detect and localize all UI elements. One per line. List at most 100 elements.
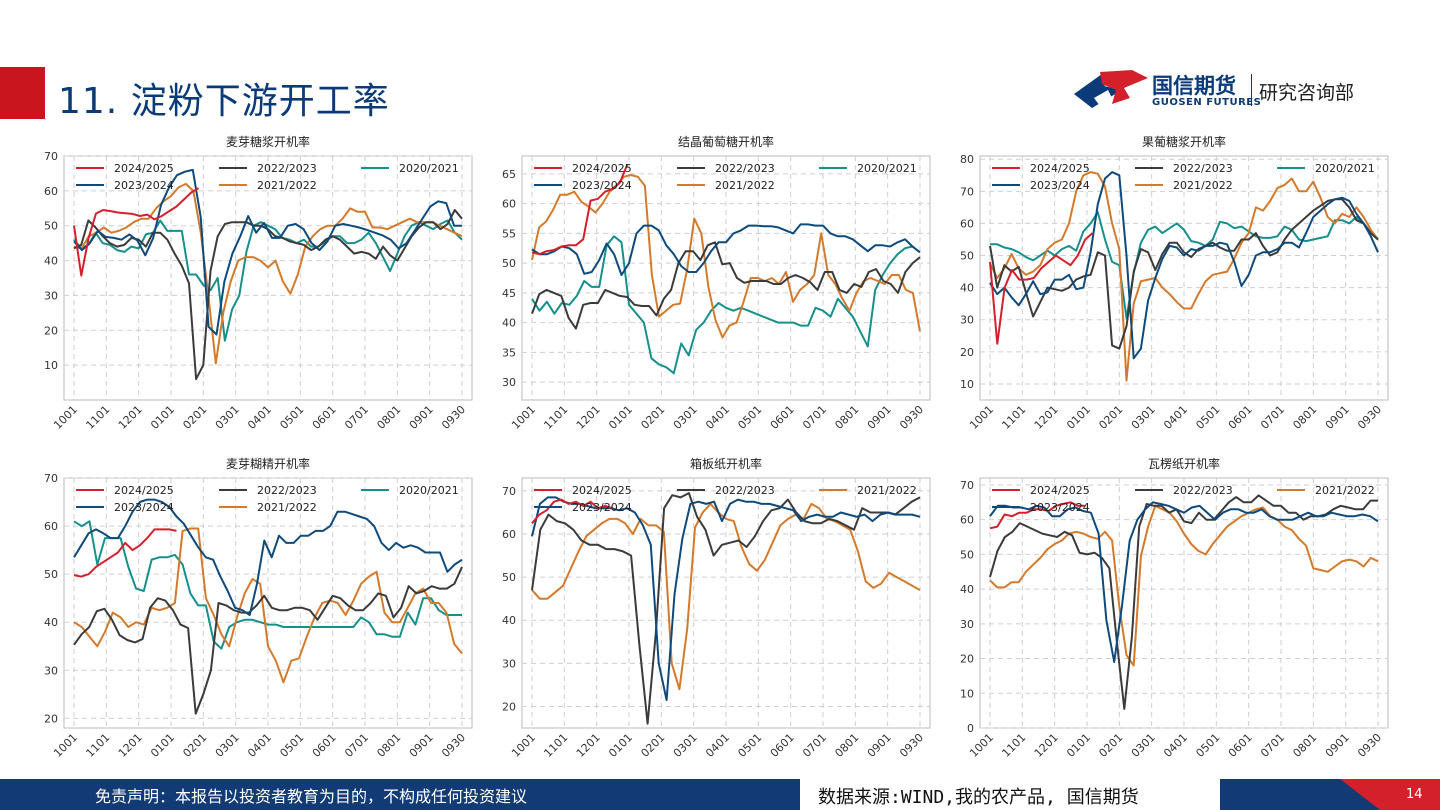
y-tick-label: 60 (44, 520, 58, 533)
chart-title: 箱板纸开机率 (690, 456, 762, 471)
x-tick-label: 0101 (606, 731, 635, 760)
series-line-2024-2025 (531, 498, 613, 524)
chart-title: 结晶葡萄糖开机率 (678, 134, 774, 149)
y-tick-label: 60 (502, 528, 516, 541)
y-tick-label: 30 (502, 376, 516, 389)
legend-label: 2020/2021 (399, 484, 459, 497)
legend-label: 2021/2022 (257, 501, 317, 514)
y-tick-label: 20 (960, 653, 974, 666)
y-tick-label: 50 (960, 548, 974, 561)
y-tick-label: 30 (960, 314, 974, 327)
y-tick-label: 50 (44, 220, 58, 233)
legend-label: 2022/2023 (257, 162, 317, 175)
x-tick-label: 0301 (1129, 403, 1158, 432)
chart-title: 瓦楞纸开机率 (1148, 456, 1220, 471)
footer-source-background (800, 779, 1220, 810)
x-tick-label: 0201 (638, 403, 667, 432)
x-tick-label: 0801 (832, 731, 861, 760)
y-tick-label: 30 (44, 664, 58, 677)
x-tick-label: 0401 (1161, 731, 1190, 760)
y-tick-label: 30 (502, 657, 516, 670)
legend-label: 2021/2022 (257, 179, 317, 192)
x-tick-label: 0101 (148, 403, 177, 432)
x-tick-label: 0601 (768, 731, 797, 760)
chart-title: 麦芽糖浆开机率 (226, 134, 310, 149)
x-tick-label: 0901 (1323, 731, 1352, 760)
legend-label: 2023/2024 (114, 501, 174, 514)
x-tick-label: 0930 (897, 731, 926, 760)
y-tick-label: 40 (44, 616, 58, 629)
x-tick-label: 0701 (800, 731, 829, 760)
series-line-2021-2022 (73, 527, 463, 684)
x-tick-label: 1201 (574, 403, 603, 432)
title-accent-bar (0, 67, 45, 119)
legend-label: 2020/2021 (399, 162, 459, 175)
legend-label: 2021/2022 (1173, 179, 1233, 192)
x-tick-label: 1201 (116, 731, 145, 760)
chart-svg: 瓦楞纸开机率 0 10 20 30 40 50 60 70 1001 1101 1201 0101 020… (960, 456, 1389, 760)
series-line-2023-2024 (531, 223, 921, 276)
legend-label: 2023/2024 (1030, 179, 1090, 192)
series-line-2020-2021 (73, 219, 463, 342)
legend-label: 2024/2025 (1030, 162, 1090, 175)
chart-corrugated-paper: 瓦楞纸开机率 0 10 20 30 40 50 60 70 1001 1101 1201 0101 020… (936, 450, 1406, 778)
y-tick-label: 55 (502, 227, 516, 240)
guosen-logo-icon (1074, 70, 1148, 108)
x-tick-label: 0701 (342, 403, 371, 432)
series-line-2020-2021 (73, 520, 462, 650)
y-tick-label: 40 (44, 255, 58, 268)
x-tick-label: 0501 (1193, 403, 1222, 432)
y-tick-label: 40 (502, 614, 516, 627)
logo-separator (1251, 74, 1252, 106)
x-tick-label: 1101 (541, 403, 570, 432)
x-tick-label: 1001 (51, 731, 80, 760)
legend-label: 2023/2024 (572, 501, 632, 514)
footer-data-source: 数据来源:WIND,我的农产品, 国信期货 (818, 787, 1139, 808)
x-tick-label: 0601 (310, 403, 339, 432)
x-tick-label: 0301 (213, 403, 242, 432)
x-tick-label: 0901 (865, 403, 894, 432)
x-tick-label: 0401 (703, 731, 732, 760)
legend-label: 2022/2023 (715, 484, 775, 497)
logo-name: 国信期货 (1152, 74, 1236, 98)
x-tick-label: 0301 (1129, 731, 1158, 760)
x-tick-label: 1201 (574, 731, 603, 760)
legend-label: 2023/2024 (1030, 501, 1090, 514)
series-line-2022-2023 (989, 494, 1378, 710)
x-tick-label: 1101 (999, 731, 1028, 760)
x-tick-label: 0601 (1226, 731, 1255, 760)
y-tick-label: 50 (502, 571, 516, 584)
x-tick-label: 0701 (342, 731, 371, 760)
y-tick-label: 70 (502, 485, 516, 498)
series-line-2021-2022 (531, 502, 921, 691)
footer-red-accent (1340, 779, 1440, 810)
y-tick-label: 70 (44, 472, 58, 485)
chart-crystalline-glucose: 结晶葡萄糖开机率 30 35 40 45 50 55 60 65 1001 1101 1201 0101… (478, 128, 948, 450)
legend-label: 2024/2025 (114, 484, 174, 497)
x-tick-label: 1101 (999, 403, 1028, 432)
legend-label: 2024/2025 (1030, 484, 1090, 497)
series-line-2022-2023 (531, 492, 921, 725)
x-tick-label: 0601 (1226, 403, 1255, 432)
x-tick-label: 0801 (374, 403, 403, 432)
x-tick-label: 0401 (245, 731, 274, 760)
y-tick-label: 80 (960, 153, 974, 166)
series-line-2024-2025 (989, 501, 1086, 530)
x-tick-label: 0101 (1064, 403, 1093, 432)
x-tick-label: 0901 (407, 731, 436, 760)
chart-maltose-syrup: 麦芽糖浆开机率 10 20 30 40 50 60 70 1001 1101 1201 0101 020… (20, 128, 490, 450)
footer-disclaimer: 免责声明：本报告以投资者教育为目的，不构成任何投资建议 (95, 787, 528, 806)
x-tick-label: 0901 (407, 403, 436, 432)
legend-label: 2021/2022 (1315, 484, 1375, 497)
x-tick-label: 0201 (180, 403, 209, 432)
y-tick-label: 50 (502, 257, 516, 270)
y-tick-label: 70 (960, 479, 974, 492)
x-tick-label: 0701 (1258, 731, 1287, 760)
x-tick-label: 0401 (1161, 403, 1190, 432)
x-tick-label: 0701 (800, 403, 829, 432)
y-tick-label: 30 (44, 289, 58, 302)
x-tick-label: 0501 (1193, 731, 1222, 760)
series-line-2023-2024 (73, 168, 462, 336)
